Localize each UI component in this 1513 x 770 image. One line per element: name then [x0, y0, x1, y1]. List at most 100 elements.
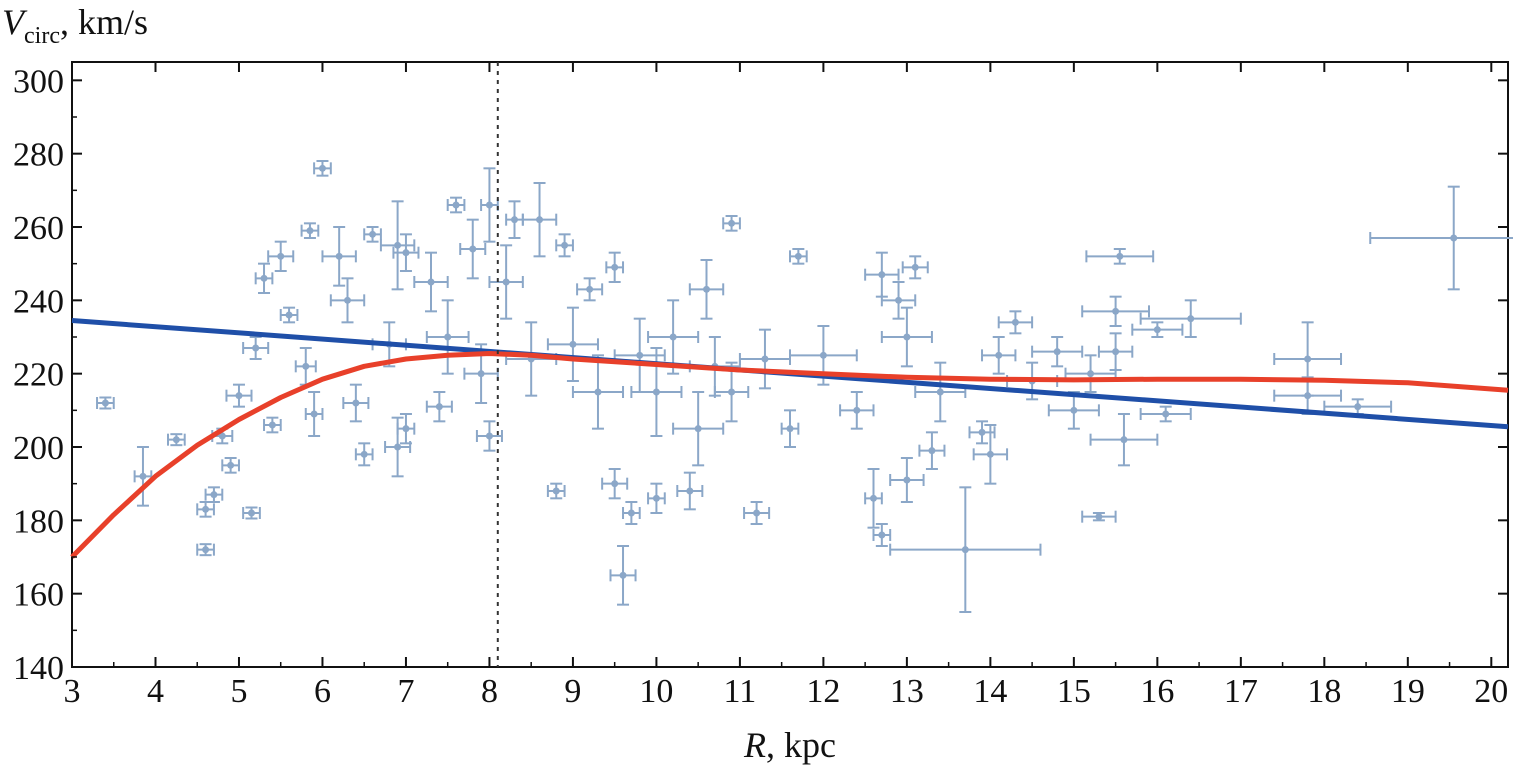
data-point — [304, 391, 324, 437]
data-marker — [444, 333, 452, 341]
data-marker — [1011, 318, 1019, 326]
data-point — [872, 523, 892, 547]
data-point — [997, 310, 1034, 335]
data-point — [647, 299, 700, 375]
data-point — [676, 471, 704, 511]
data-point — [267, 240, 295, 272]
data-point — [889, 457, 925, 503]
x-tick-label: 6 — [314, 673, 331, 710]
data-point — [446, 196, 466, 214]
x-tick-label: 19 — [1391, 673, 1425, 710]
data-point — [555, 233, 574, 258]
y-axis: 140 160 180 200 220 240 260 280 300 — [13, 63, 1508, 687]
data-marker — [402, 249, 410, 257]
data-point — [329, 277, 366, 324]
data-marker — [1087, 370, 1095, 378]
data-point — [839, 391, 875, 430]
data-point — [889, 486, 1042, 613]
data-point — [1273, 376, 1343, 415]
data-marker — [139, 472, 147, 480]
data-point — [1131, 321, 1184, 338]
data-point — [242, 336, 270, 360]
data-point — [1064, 354, 1117, 393]
data-marker — [594, 388, 602, 396]
data-marker — [619, 571, 627, 579]
x-tick-label: 9 — [564, 673, 581, 710]
data-point — [488, 244, 524, 320]
data-point — [1323, 398, 1393, 415]
data-marker — [694, 425, 702, 433]
data-marker — [477, 370, 485, 378]
data-marker — [1095, 513, 1103, 521]
data-point — [225, 383, 253, 408]
data-marker — [402, 425, 410, 433]
data-point — [221, 457, 240, 474]
data-marker — [686, 487, 694, 495]
data-point — [425, 299, 470, 375]
data-point — [1139, 299, 1242, 338]
data-marker — [335, 252, 343, 260]
data-marker — [427, 278, 435, 286]
data-point — [880, 281, 917, 320]
data-point — [505, 200, 524, 239]
data-marker — [1053, 348, 1061, 356]
data-marker — [536, 216, 544, 224]
data-marker — [394, 443, 402, 451]
data-marker — [652, 494, 660, 502]
data-marker — [435, 403, 443, 411]
data-marker — [978, 428, 986, 436]
data-marker — [878, 531, 886, 539]
data-point — [1085, 248, 1155, 265]
x-tick-label: 11 — [724, 673, 757, 710]
x-tick-label: 7 — [397, 673, 414, 710]
data-marker — [1450, 234, 1458, 242]
data-point — [392, 233, 420, 272]
data-marker — [235, 392, 243, 400]
data-point — [576, 277, 604, 302]
data-point — [1081, 510, 1117, 523]
data-marker — [218, 432, 226, 440]
data-point — [972, 424, 1009, 485]
data-marker — [986, 450, 994, 458]
data-point — [354, 442, 374, 467]
data-point — [263, 416, 282, 434]
data-point — [1369, 185, 1513, 291]
data-point — [864, 468, 883, 529]
x-tick-label: 15 — [1057, 673, 1091, 710]
data-point — [294, 347, 317, 386]
data-point — [196, 501, 215, 518]
data-point — [864, 251, 900, 298]
data-point — [196, 543, 215, 557]
data-point — [363, 226, 382, 243]
data-point — [605, 251, 625, 283]
y-tick-label: 260 — [13, 210, 64, 247]
data-marker — [895, 296, 903, 304]
data-marker — [728, 388, 736, 396]
x-tick-label: 3 — [64, 673, 81, 710]
data-marker — [310, 410, 318, 418]
y-tick-label: 300 — [13, 63, 64, 100]
x-tick-label: 13 — [890, 673, 924, 710]
y-axis-unit: , km/s — [60, 2, 148, 42]
data-marker — [1304, 392, 1312, 400]
data-marker — [485, 201, 493, 209]
data-marker — [552, 487, 560, 495]
data-point — [880, 306, 933, 368]
data-point — [204, 486, 224, 503]
data-marker — [561, 241, 569, 249]
data-point — [571, 354, 625, 430]
data-marker — [794, 252, 802, 260]
data-marker — [344, 296, 352, 304]
data-marker — [352, 399, 360, 407]
data-point — [1273, 321, 1343, 397]
data-point — [475, 420, 503, 452]
data-marker — [248, 509, 255, 517]
x-tick-label: 5 — [230, 673, 247, 710]
data-marker — [302, 362, 310, 370]
data-marker — [903, 476, 911, 484]
data-marker — [227, 461, 235, 469]
y-tick-label: 220 — [13, 357, 64, 394]
data-marker — [394, 241, 402, 249]
x-axis-title: R, kpc — [743, 725, 836, 765]
